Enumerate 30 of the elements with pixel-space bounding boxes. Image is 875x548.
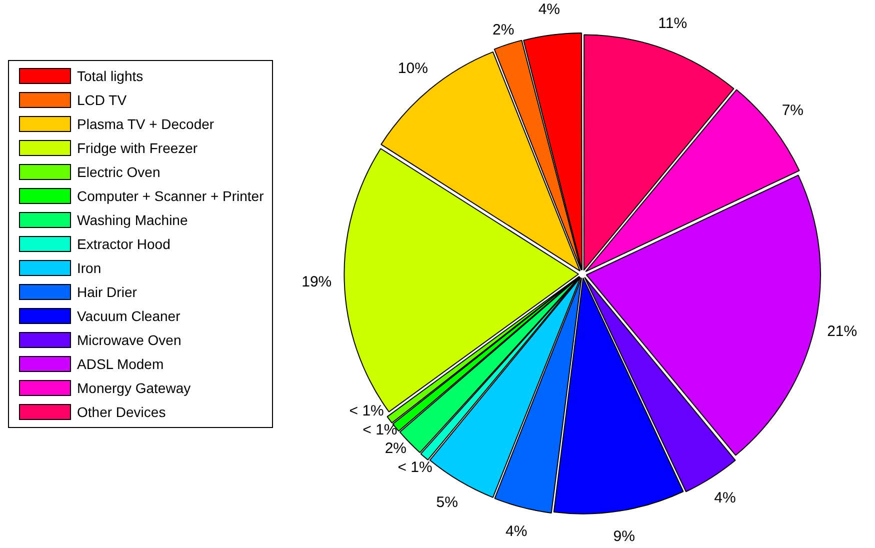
legend-label: Iron (77, 260, 102, 276)
legend-label: Monergy Gateway (77, 380, 191, 396)
data-label: < 1% (398, 458, 432, 476)
legend-label: Fridge with Freezer (77, 140, 198, 156)
legend-label: Computer + Scanner + Printer (77, 188, 264, 204)
data-label: 4% (506, 522, 528, 540)
legend-label: Microwave Oven (77, 332, 182, 348)
legend-label: Total lights (77, 68, 144, 84)
data-label: 2% (492, 22, 514, 39)
data-label: 4% (538, 1, 560, 18)
data-label: 19% (302, 273, 332, 290)
legend-label: Washing Machine (77, 212, 188, 228)
data-label: 5% (436, 494, 458, 512)
data-label: 2% (384, 440, 407, 458)
data-label: < 1% (349, 402, 384, 420)
data-label: 21% (827, 323, 858, 340)
legend-label: Vacuum Cleaner (77, 308, 180, 324)
legend-label: LCD TV (77, 92, 127, 108)
legend-label: Hair Drier (77, 284, 137, 300)
legend-label: Plasma TV + Decoder (77, 116, 214, 132)
legend-label: Other Devices (77, 404, 166, 420)
data-label: 10% (398, 60, 428, 78)
legend-label: Electric Oven (77, 164, 160, 180)
legend-label: Extractor Hood (77, 236, 170, 252)
data-label: 9% (613, 528, 635, 545)
data-label: < 1% (362, 422, 398, 439)
legend-label: ADSL Modem (77, 356, 164, 372)
data-label: 4% (714, 490, 736, 507)
data-label: 11% (658, 14, 688, 32)
data-label: 7% (782, 102, 804, 120)
